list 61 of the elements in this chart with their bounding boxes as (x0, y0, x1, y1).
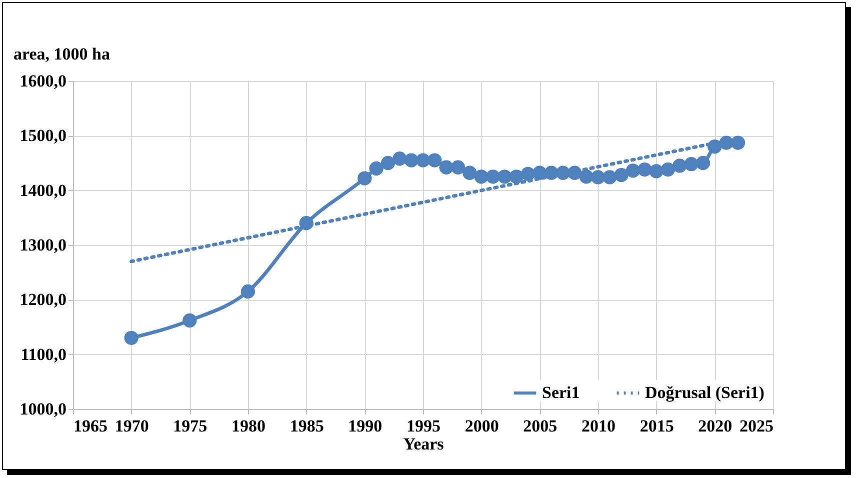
point (439, 160, 454, 174)
legend-label: Seri1 (542, 383, 580, 402)
x-tick-label: 1975 (173, 416, 208, 436)
point (520, 166, 536, 181)
point (404, 153, 418, 168)
point (358, 171, 372, 186)
point (428, 153, 442, 168)
point (579, 170, 594, 184)
x-tick-label: 1965 (74, 416, 108, 436)
x-tick-label: 2015 (640, 416, 674, 436)
y-tick-label: 1600,0 (20, 72, 66, 90)
x-tick-label: 2020 (698, 416, 732, 436)
x-tick-label: 1970 (114, 416, 149, 436)
point (240, 284, 256, 299)
x-tick-label: 2025 (740, 416, 774, 436)
point (638, 162, 652, 177)
point (696, 156, 710, 170)
x-tick-label: 2000 (464, 416, 499, 436)
x-tick-label: 1995 (406, 416, 440, 436)
y-tick-label: 1100,0 (20, 344, 66, 364)
x-tick-label: 1980 (232, 416, 266, 436)
point (602, 170, 617, 184)
legend-label: Doğrusal (Seri1) (645, 383, 764, 402)
point (509, 170, 524, 184)
point (672, 158, 687, 173)
point (124, 330, 138, 345)
point (380, 156, 396, 170)
y-tick-label: 1200,0 (20, 290, 66, 310)
point (299, 216, 314, 230)
point (462, 166, 477, 180)
y-tick-label: 1400,0 (20, 180, 66, 200)
point (498, 170, 512, 184)
x-tick-label: 1990 (348, 416, 382, 436)
point (416, 153, 430, 168)
point (392, 152, 407, 166)
y-axis-title: area, 1000 ha (14, 44, 110, 64)
point (708, 140, 722, 154)
point (684, 157, 698, 172)
point (544, 166, 558, 180)
point (719, 136, 734, 150)
point (369, 161, 384, 176)
point (660, 162, 676, 177)
point (450, 160, 466, 174)
point (626, 164, 640, 178)
x-tick-label: 2010 (582, 416, 616, 436)
y-tick-label: 1000,0 (20, 400, 66, 418)
x-tick-label: 2005 (523, 416, 558, 436)
point (568, 166, 582, 180)
point (182, 313, 197, 328)
point (590, 170, 606, 184)
x-tick-label: 1985 (290, 416, 324, 436)
point (556, 166, 570, 180)
x-axis-title: Years (403, 434, 444, 454)
y-tick-label: 1500,0 (20, 126, 66, 146)
y-tick-label: 1300,0 (20, 236, 66, 254)
point (614, 168, 628, 182)
point (486, 170, 500, 184)
point (474, 170, 488, 184)
point (532, 166, 547, 180)
point (730, 136, 746, 150)
point (649, 164, 664, 178)
